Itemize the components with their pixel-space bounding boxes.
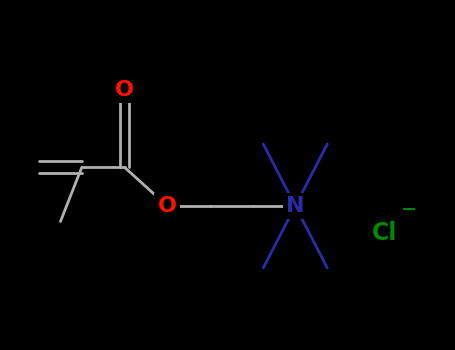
- Text: O: O: [115, 80, 134, 100]
- Text: O: O: [158, 196, 177, 216]
- Text: Cl: Cl: [372, 221, 398, 245]
- Text: N: N: [286, 196, 304, 216]
- Text: −: −: [401, 200, 417, 219]
